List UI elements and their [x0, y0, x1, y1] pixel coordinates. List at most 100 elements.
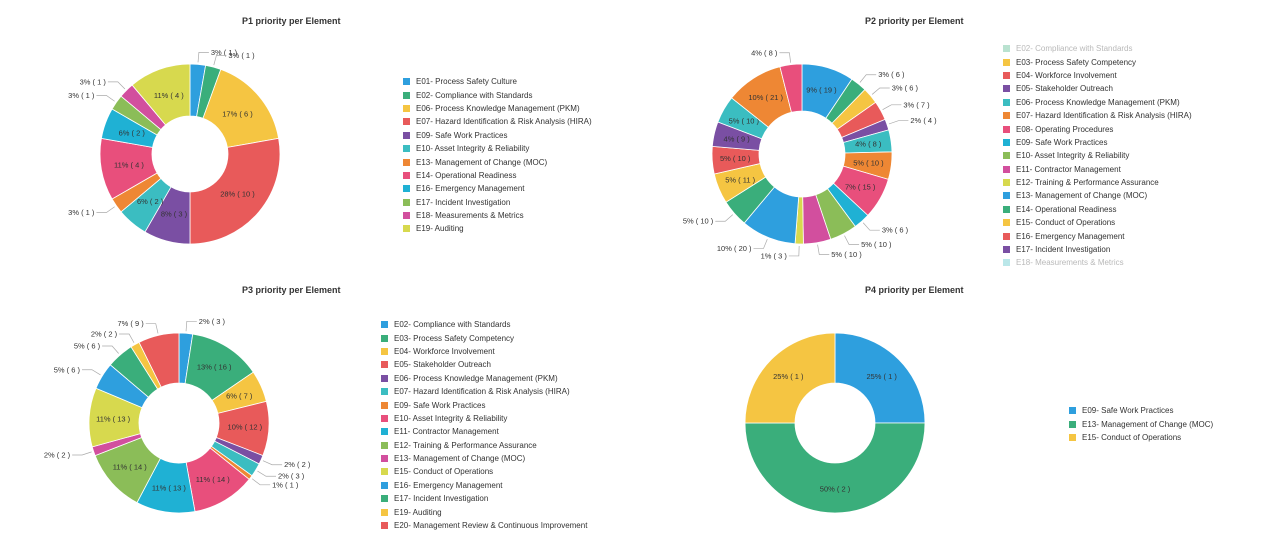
legend-item-e10[interactable]: E10- Asset Integrity & Reliability [403, 142, 592, 155]
legend-label: E13- Management of Change (MOC) [416, 157, 548, 167]
legend-swatch [381, 441, 388, 449]
p3-legend: E02- Compliance with Standards E03- Proce… [381, 318, 587, 532]
legend-item-e11[interactable]: E11- Contractor Management [381, 425, 587, 438]
legend-item-e10[interactable]: E10- Asset Integrity & Reliability [1003, 149, 1192, 162]
leader-line [96, 95, 115, 102]
data-label-e19: 10% ( 21 ) [748, 93, 783, 102]
data-label-e13: 10% ( 20 ) [717, 244, 752, 253]
legend-label: E13- Management of Change (MOC) [1016, 191, 1148, 201]
legend-item-e09[interactable]: E09- Safe Work Practices [1069, 404, 1213, 417]
leader-line [262, 460, 283, 466]
leader-line [882, 104, 902, 110]
legend-label: E17- Incident Investigation [1016, 245, 1111, 255]
data-label-e10: 6% ( 2 ) [137, 197, 164, 206]
legend-item-e02[interactable]: E02- Compliance with Standards [381, 318, 587, 331]
legend-item-e12[interactable]: E12- Training & Performance Assurance [381, 439, 587, 452]
legend-label: E03- Process Safety Competency [1016, 57, 1137, 67]
legend-label: E19- Auditing [416, 224, 464, 234]
legend-item-e12[interactable]: E12- Training & Performance Assurance [1003, 176, 1192, 189]
p3-title: P3 priority per Element [242, 285, 341, 295]
slice-e20[interactable] [138, 332, 180, 388]
legend-label: E13- Management of Change (MOC) [394, 454, 526, 464]
legend-swatch [403, 212, 410, 220]
legend-label: E16- Emergency Management [416, 184, 525, 194]
legend-label: E18- Measurements & Metrics [1016, 258, 1124, 268]
data-label-e13: 2% ( 2 ) [44, 451, 71, 460]
legend-item-e18[interactable]: E18- Measurements & Metrics [1003, 256, 1192, 269]
leader-line [844, 235, 860, 245]
slice-e19[interactable] [131, 63, 191, 126]
legend-item-e05[interactable]: E05- Stakeholder Outreach [1003, 82, 1192, 95]
p1-legend: E01- Process Safety Culture E02- Complian… [403, 75, 592, 236]
legend-item-e04[interactable]: E04- Workforce Involvement [381, 345, 587, 358]
legend-item-e03[interactable]: E03- Process Safety Competency [381, 331, 587, 344]
data-label-e20: 7% ( 9 ) [117, 319, 144, 328]
legend-item-e16[interactable]: E16- Emergency Management [381, 479, 587, 492]
legend-item-e13[interactable]: E13- Management of Change (MOC) [403, 155, 592, 168]
legend-item-e06[interactable]: E06- Process Knowledge Management (PKM) [403, 102, 592, 115]
legend-item-e15[interactable]: E15- Conduct of Operations [1003, 216, 1192, 229]
legend-item-e19[interactable]: E19- Auditing [403, 222, 592, 235]
legend-item-e13[interactable]: E13- Management of Change (MOC) [381, 452, 587, 465]
legend-item-e11[interactable]: E11- Contractor Management [1003, 163, 1192, 176]
legend-label: E20- Management Review & Continuous Impr… [394, 521, 588, 531]
data-label-e16: 6% ( 2 ) [119, 128, 146, 137]
legend-item-e07[interactable]: E07- Hazard Identification & Risk Analys… [403, 115, 592, 128]
slice-e20[interactable] [779, 63, 803, 113]
legend-item-e06[interactable]: E06- Process Knowledge Management (PKM) [381, 372, 587, 385]
legend-item-e09[interactable]: E09- Safe Work Practices [381, 398, 587, 411]
legend-item-e02[interactable]: E02- Compliance with Standards [403, 88, 592, 101]
legend-item-e17[interactable]: E17- Incident Investigation [403, 196, 592, 209]
leader-line [753, 239, 768, 249]
legend-label: E05- Stakeholder Outreach [1016, 84, 1113, 94]
legend-item-e08[interactable]: E08- Operating Procedures [1003, 122, 1192, 135]
legend-swatch [381, 428, 388, 436]
legend-item-e04[interactable]: E04- Workforce Involvement [1003, 69, 1192, 82]
legend-item-e14[interactable]: E14- Operational Readiness [1003, 203, 1192, 216]
slice-e07[interactable] [189, 137, 281, 245]
legend-item-e07[interactable]: E07- Hazard Identification & Risk Analys… [381, 385, 587, 398]
data-label-e10: 5% ( 10 ) [861, 240, 892, 249]
slice-e15[interactable] [744, 332, 836, 424]
legend-item-e18[interactable]: E18- Measurements & Metrics [403, 209, 592, 222]
donut-2: 9% ( 19 ) 3% ( 6 ) 3% ( 6 ) 3% ( 7 ) 2% ( 4 … [683, 48, 937, 260]
legend-item-e15[interactable]: E15- Conduct of Operations [381, 465, 587, 478]
legend-item-e01[interactable]: E01- Process Safety Culture [403, 75, 592, 88]
legend-item-e10[interactable]: E10- Asset Integrity & Reliability [381, 412, 587, 425]
data-label-e11: 11% ( 13 ) [152, 484, 187, 493]
data-label-e19: 2% ( 2 ) [91, 330, 118, 339]
legend-item-e17[interactable]: E17- Incident Investigation [381, 492, 587, 505]
p4-legend: E09- Safe Work Practices E13- Management … [1069, 404, 1213, 444]
data-label-e03: 3% ( 6 ) [892, 83, 919, 92]
slice-e09[interactable] [834, 332, 926, 424]
legend-item-e16[interactable]: E16- Emergency Management [403, 182, 592, 195]
slice-e13[interactable] [744, 422, 926, 514]
legend-item-e13[interactable]: E13- Management of Change (MOC) [1003, 189, 1192, 202]
donut-1: 3% ( 1 )3% ( 1 )17% ( 6 )28% ( 10 )8% ( … [68, 48, 281, 245]
legend-item-e17[interactable]: E17- Incident Investigation [1003, 243, 1192, 256]
legend-item-e13[interactable]: E13- Management of Change (MOC) [1069, 417, 1213, 430]
legend-item-e19[interactable]: E19- Auditing [381, 505, 587, 518]
data-label-e15: 25% ( 1 ) [773, 372, 804, 381]
legend-item-e05[interactable]: E05- Stakeholder Outreach [381, 358, 587, 371]
legend-item-e02[interactable]: E02- Compliance with Standards [1003, 42, 1192, 55]
legend-swatch [1003, 138, 1010, 146]
legend-label: E15- Conduct of Operations [1016, 218, 1116, 228]
legend-label: E11- Contractor Management [394, 427, 499, 437]
legend-item-e20[interactable]: E20- Management Review & Continuous Impr… [381, 519, 587, 532]
legend-label: E09- Safe Work Practices [394, 400, 486, 410]
legend-label: E10- Asset Integrity & Reliability [416, 144, 530, 154]
legend-item-e09[interactable]: E09- Safe Work Practices [1003, 136, 1192, 149]
legend-item-e03[interactable]: E03- Process Safety Competency [1003, 55, 1192, 68]
legend-item-e16[interactable]: E16- Emergency Management [1003, 229, 1192, 242]
legend-item-e07[interactable]: E07- Hazard Identification & Risk Analys… [1003, 109, 1192, 122]
leader-line [779, 52, 791, 63]
legend-label: E13- Management of Change (MOC) [1082, 419, 1214, 429]
legend-swatch [381, 401, 388, 409]
legend-label: E02- Compliance with Standards [416, 90, 533, 100]
legend-item-e15[interactable]: E15- Conduct of Operations [1069, 431, 1213, 444]
legend-item-e09[interactable]: E09- Safe Work Practices [403, 129, 592, 142]
legend-item-e14[interactable]: E14- Operational Readiness [403, 169, 592, 182]
legend-label: E16- Emergency Management [1016, 231, 1125, 241]
legend-item-e06[interactable]: E06- Process Knowledge Management (PKM) [1003, 96, 1192, 109]
